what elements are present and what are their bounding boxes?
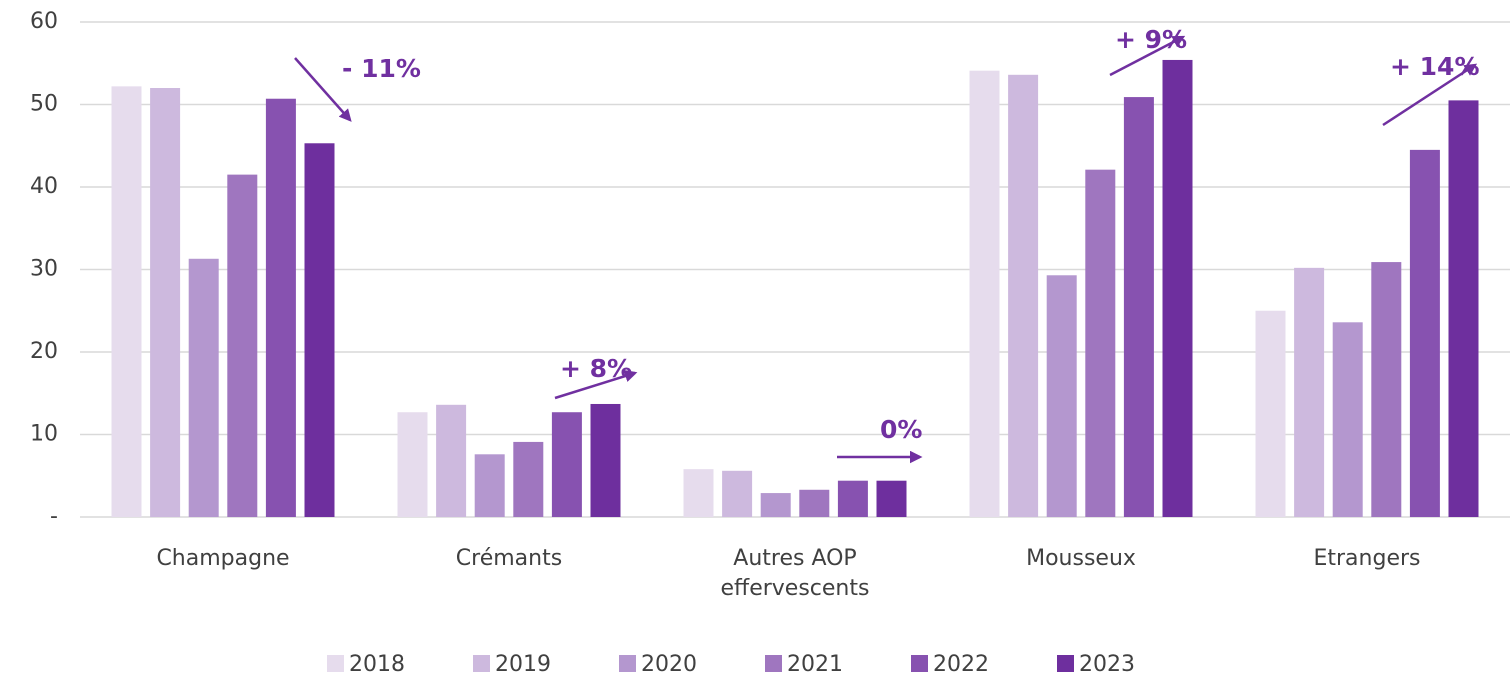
y-tick-label: 40 (30, 174, 58, 199)
bar (1046, 275, 1077, 517)
y-tick-label: - (50, 504, 58, 529)
legend-swatch (619, 655, 636, 672)
bar (551, 412, 582, 517)
bar (760, 493, 791, 517)
bar (188, 258, 219, 517)
legend-label: 2020 (641, 652, 697, 676)
annotation: - 11% (342, 54, 421, 83)
y-tick-label: 10 (30, 422, 58, 447)
bar (397, 412, 428, 517)
bar (837, 480, 868, 517)
bar (304, 143, 335, 517)
bar (1371, 262, 1402, 517)
bar (1008, 74, 1039, 518)
bar (969, 70, 1000, 518)
y-tick-label: 30 (30, 257, 58, 282)
bar (111, 86, 142, 517)
legend-label: 2018 (349, 652, 405, 676)
legend-label: 2023 (1079, 652, 1135, 676)
y-tick-label: 20 (30, 339, 58, 364)
bar (1448, 100, 1479, 517)
annotation-arrow (1109, 35, 1186, 77)
bar (1162, 59, 1193, 517)
bar (150, 88, 181, 517)
bar (1409, 149, 1440, 517)
bar (474, 454, 505, 517)
x-tick-label: Autres AOP effervescents (720, 546, 870, 601)
annotation-arrow (1382, 63, 1478, 127)
annotation: + 14% (1390, 52, 1480, 81)
legend-swatch (765, 655, 782, 672)
annotation: + 9% (1115, 25, 1187, 54)
legend-swatch (327, 655, 344, 672)
y-tick-label: 50 (30, 92, 58, 117)
x-tick-label: Etrangers (1313, 546, 1421, 571)
bar (722, 470, 753, 517)
y-tick-label: 60 (30, 9, 58, 34)
annotation-arrow (554, 370, 638, 400)
x-tick-label: Champagne (156, 546, 290, 571)
bar (590, 403, 621, 517)
bar (876, 480, 907, 517)
bar (1332, 322, 1363, 517)
bar (1255, 310, 1286, 517)
legend-swatch (1057, 655, 1074, 672)
bar (513, 441, 544, 517)
bar (1123, 97, 1154, 517)
bar (227, 174, 258, 517)
x-tick-label: Crémants (455, 546, 563, 571)
annotation: 0% (880, 415, 922, 444)
annotation: + 8% (560, 354, 632, 383)
bar (799, 489, 830, 517)
annotation-arrow (294, 57, 352, 122)
bar (1294, 267, 1325, 517)
bar (683, 469, 714, 517)
bar (1085, 169, 1116, 518)
legend-swatch (911, 655, 928, 672)
legend-swatch (473, 655, 490, 672)
bar (436, 404, 467, 517)
bar (265, 98, 296, 517)
legend-label: 2022 (933, 652, 989, 676)
legend-label: 2021 (787, 652, 843, 676)
x-tick-label: Mousseux (1026, 546, 1136, 571)
legend-label: 2019 (495, 652, 551, 676)
